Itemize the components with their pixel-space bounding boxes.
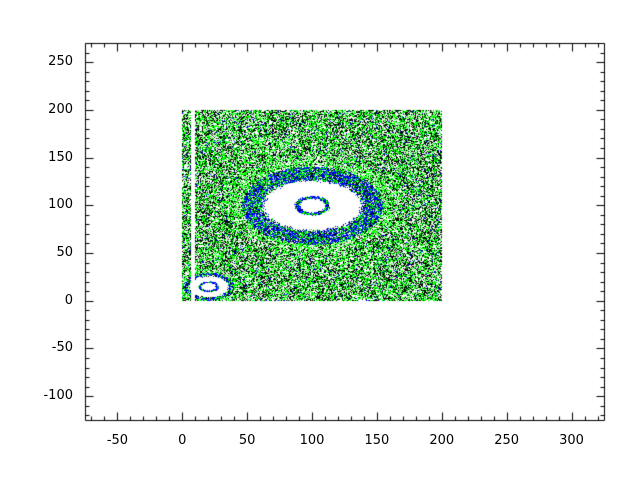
x-axis-tick-label: 300 bbox=[559, 433, 584, 448]
y-axis-tick-label: 100 bbox=[48, 197, 73, 213]
x-axis-tick-label: -50 bbox=[106, 433, 129, 448]
y-axis-tick-label: 250 bbox=[48, 54, 73, 70]
x-axis-tick-label: 250 bbox=[494, 433, 520, 448]
y-axis-tick-label: -100 bbox=[43, 388, 73, 404]
x-axis-tick-label: 100 bbox=[299, 433, 325, 448]
y-axis-tick-label: 0 bbox=[64, 292, 73, 308]
y-axis-tick-label: -50 bbox=[51, 340, 73, 356]
y-axis-tick-label: 50 bbox=[56, 244, 73, 260]
x-axis-tick-label: 150 bbox=[364, 433, 390, 448]
x-axis-tick-label: 0 bbox=[178, 433, 187, 448]
y-axis-tick-label: 150 bbox=[48, 149, 73, 165]
y-axis-tick-label: 200 bbox=[48, 101, 73, 117]
x-axis-tick-label: 200 bbox=[429, 433, 455, 448]
x-axis-tick-label: 50 bbox=[238, 433, 256, 448]
